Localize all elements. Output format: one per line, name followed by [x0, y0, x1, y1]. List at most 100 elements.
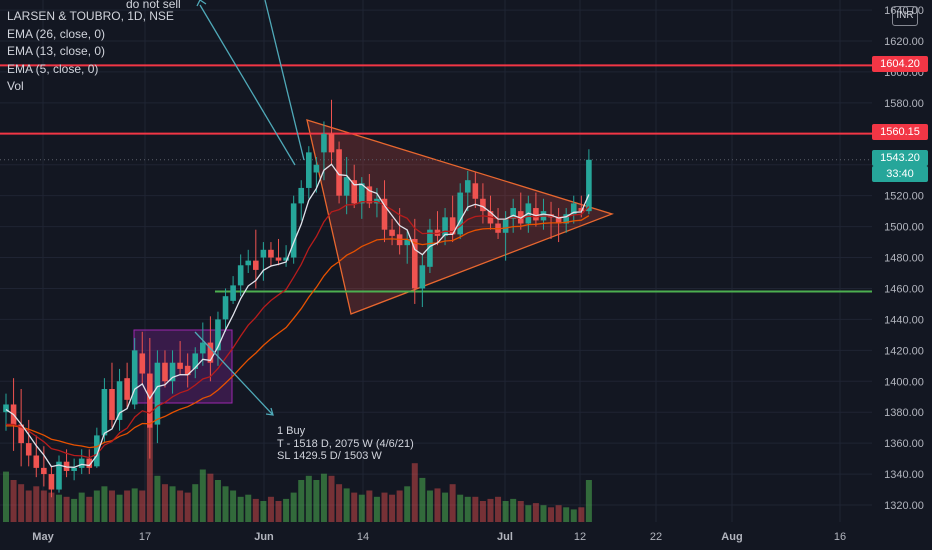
volume-bar: [93, 490, 100, 522]
chart-legend: LARSEN & TOUBRO, 1D, NSE EMA (26, close,…: [7, 8, 174, 96]
price-tick-label: 1320.00: [884, 500, 924, 512]
volume-bar: [548, 507, 555, 522]
volume-bar: [313, 480, 320, 522]
ema-lines: [5, 163, 590, 468]
volume-bar: [245, 494, 252, 522]
volume-bar: [207, 473, 214, 522]
currency-badge[interactable]: INR: [892, 6, 918, 26]
time-tick-label: 22: [650, 531, 662, 543]
candle: [442, 217, 448, 236]
legend-ema5[interactable]: EMA (5, close, 0): [7, 61, 99, 76]
candle: [192, 353, 199, 369]
price-tick-label: 1360.00: [884, 438, 924, 450]
volume-bar: [252, 498, 259, 522]
candle: [449, 217, 456, 235]
candle: [464, 180, 471, 193]
note-buy-plan[interactable]: 1 Buy T - 1518 D, 2075 W (4/6/21) SL 142…: [277, 425, 414, 463]
legend-ema26[interactable]: EMA (26, close, 0): [7, 26, 106, 41]
candle: [268, 249, 274, 258]
time-tick-label: Aug: [721, 531, 742, 543]
time-tick-label: 14: [357, 531, 369, 543]
volume-bar: [328, 475, 335, 522]
price-label-1604: 1604.20: [872, 56, 928, 72]
time-tick-label: May: [32, 531, 54, 543]
volume-bar: [495, 496, 502, 522]
candle: [101, 389, 108, 436]
volume-bar: [86, 496, 93, 522]
volume-bar: [510, 498, 517, 522]
volume-bar: [63, 496, 70, 522]
volume-bar: [502, 501, 509, 522]
volume-bar: [525, 505, 532, 522]
price-axis[interactable]: 1320.00 1340.00 1360.00 1380.00 1400.00 1420.…: [872, 0, 932, 550]
volume-bar: [33, 486, 40, 522]
bar-countdown-label: 33:40: [872, 166, 928, 182]
arrow-line: [199, 4, 296, 166]
candle: [434, 229, 441, 236]
candle: [245, 260, 252, 266]
candle: [389, 229, 395, 236]
candle: [275, 257, 282, 261]
price-tick-label: 1400.00: [884, 376, 924, 388]
volume-bar: [71, 498, 78, 522]
candle: [328, 133, 335, 153]
price-label-1560: 1560.15: [872, 124, 928, 140]
candlesticks: [3, 99, 592, 498]
volume-bar: [222, 486, 229, 522]
candle: [48, 474, 55, 490]
candle: [78, 458, 85, 468]
legend-vol[interactable]: Vol: [7, 79, 24, 93]
volume-bar: [108, 490, 115, 522]
ema5-line: [5, 163, 590, 468]
candle: [381, 198, 388, 230]
volume-bar: [389, 494, 396, 522]
time-tick-label: 17: [139, 531, 151, 543]
volume-bar: [260, 501, 267, 522]
candle: [306, 152, 312, 188]
volume-bar: [177, 490, 184, 522]
candle: [94, 435, 100, 467]
candle: [321, 133, 327, 153]
volume-bar: [169, 486, 176, 522]
chart-annotations[interactable]: [194, 0, 305, 416]
note-do-not-sell[interactable]: do not sell: [126, 0, 181, 11]
candle: [162, 362, 168, 382]
candle: [495, 223, 501, 233]
volume-bar: [184, 492, 191, 522]
symbol-title[interactable]: LARSEN & TOUBRO, 1D, NSE: [7, 9, 174, 23]
candle: [207, 342, 214, 363]
candle: [563, 214, 569, 224]
candle: [555, 217, 562, 224]
volume-bar: [336, 484, 343, 522]
volume-bar: [585, 480, 592, 522]
price-tick-label: 1640.00: [884, 5, 924, 17]
arrow-head: [265, 407, 274, 416]
buy-line-1: 1 Buy: [277, 425, 306, 437]
price-tick-label: 1420.00: [884, 345, 924, 357]
arrow-line: [264, 0, 305, 161]
volume-bar: [540, 505, 547, 522]
volume-bar: [532, 503, 539, 522]
ema13-line: [6, 200, 590, 459]
time-tick-label: Jul: [497, 531, 513, 543]
volume-bar: [419, 477, 426, 522]
candle: [533, 208, 539, 221]
price-tick-label: 1380.00: [884, 407, 924, 419]
candle: [177, 362, 183, 369]
ema26-line: [5, 215, 590, 449]
volume-bar: [275, 501, 282, 522]
candle: [222, 296, 229, 320]
volume-bar: [426, 490, 433, 522]
candle: [427, 229, 433, 267]
volume-bar: [25, 490, 32, 522]
candle: [343, 177, 350, 196]
volume-bar: [464, 496, 471, 522]
legend-ema13[interactable]: EMA (13, close, 0): [7, 44, 106, 58]
volume-bar: [479, 501, 486, 522]
volume-bar: [457, 494, 464, 522]
candle: [200, 342, 206, 354]
arrow-line: [194, 331, 274, 416]
volume-bar: [411, 463, 418, 522]
time-axis[interactable]: May 17 Jun 14 Jul 12 22 Aug 16: [0, 522, 932, 550]
